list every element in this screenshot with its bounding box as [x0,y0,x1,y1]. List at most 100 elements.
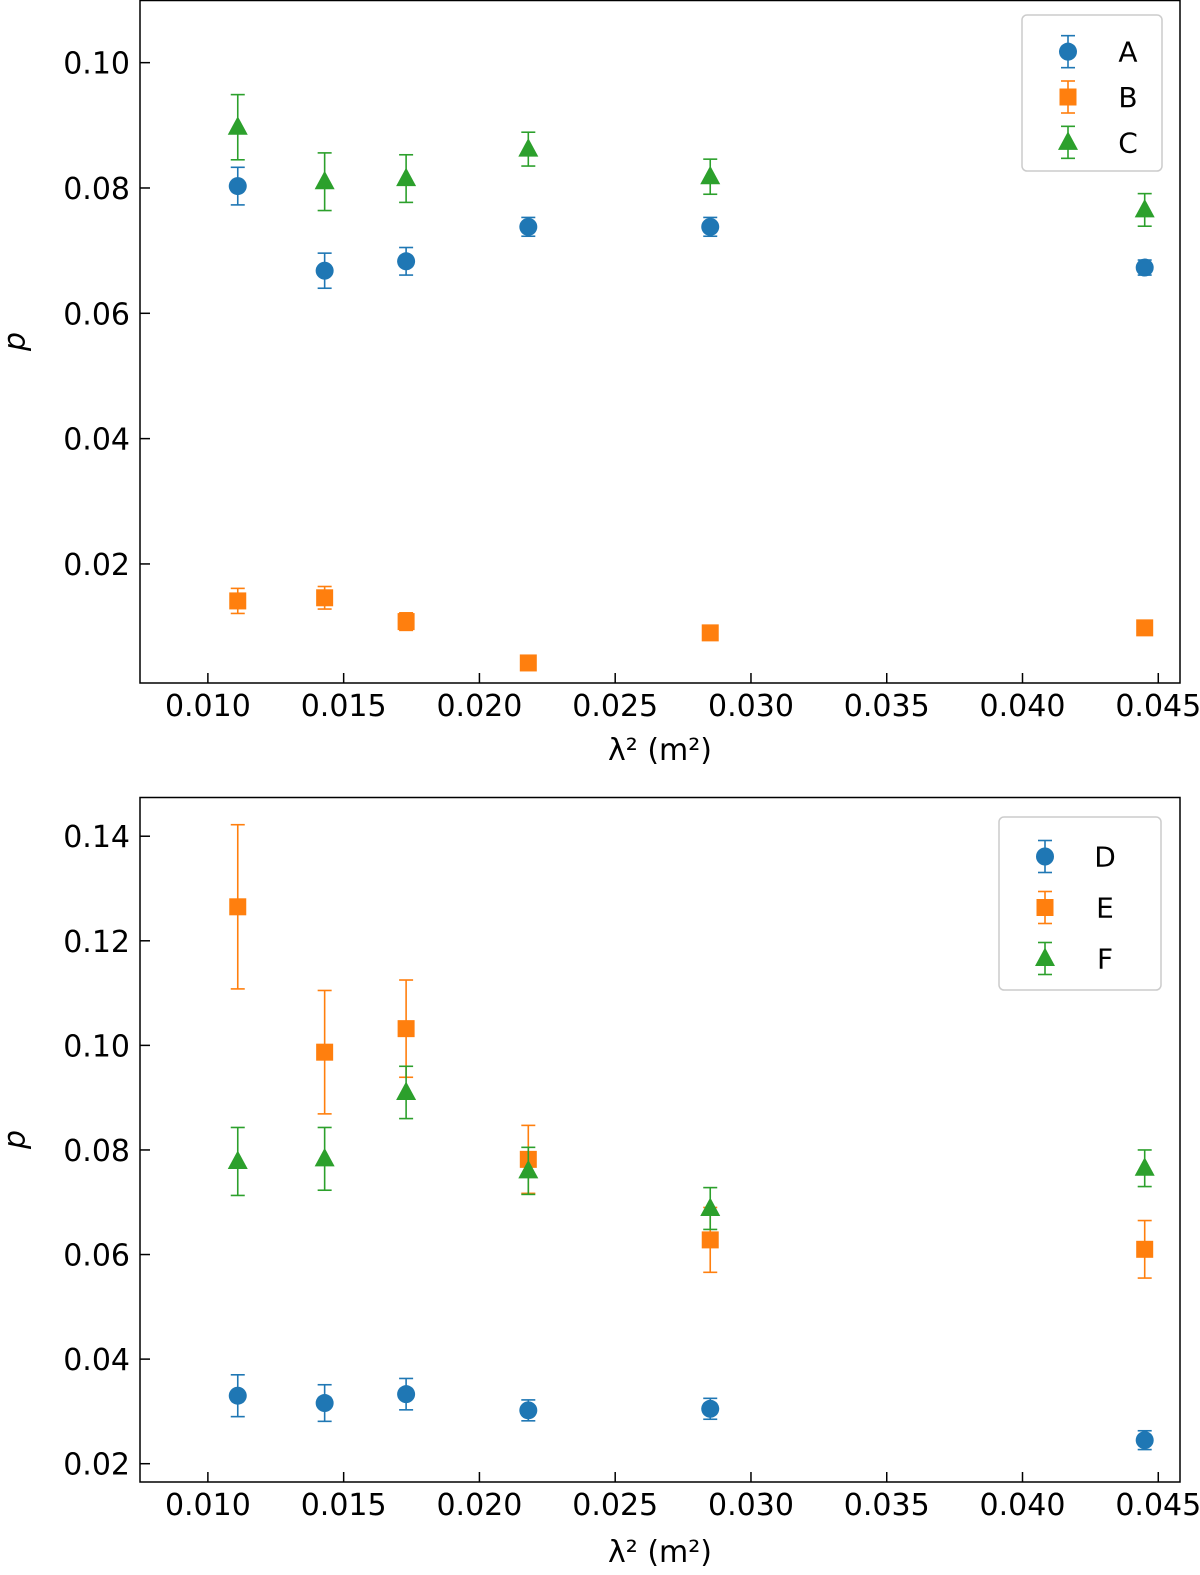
legend-box [1021,14,1163,172]
data-point-F [396,1081,417,1100]
data-point-F [314,1147,335,1167]
y-tick-label: 0.10 [63,47,130,82]
legend-marker-B [1059,88,1077,106]
data-point-B [397,613,415,631]
series-B [229,585,1154,672]
data-point-D [519,1401,538,1420]
legend-item-F: F [1035,941,1113,976]
legend: DEF [998,816,1162,991]
data-point-D [701,1399,720,1418]
data-point-D [397,1385,416,1404]
legend-label-F: F [1097,943,1113,976]
data-point-C [227,116,248,135]
x-tick-label: 0.010 [165,689,251,724]
data-point-C [700,165,721,185]
series-C [227,93,1155,228]
legend-marker-C [1058,131,1078,150]
y-tick-label: 0.06 [63,297,130,332]
chart-panel-top: 0.010 0.015 0.020 0.025 0.030 0.035 0.040 0.045… [0,0,1200,768]
y-tick-label: 0.02 [63,1448,130,1483]
legend-item-A: A [1059,34,1138,69]
data-point-B [701,624,719,642]
data-point-A [701,217,720,236]
x-tick-label: 0.010 [165,1488,251,1523]
chart-panel-bottom: 0.010 0.015 0.020 0.025 0.030 0.035 0.040 0.045… [0,796,1200,1570]
data-point-D [228,1386,247,1405]
data-point-A [397,252,416,271]
y-axis-label: p [0,1130,33,1150]
y-tick-label: 0.12 [63,925,130,960]
data-point-E [397,1020,415,1038]
data-point-B [316,589,334,607]
legend-label-C: C [1118,126,1138,159]
data-point-D [315,1394,334,1413]
data-point-C [518,138,539,157]
legend-marker-A [1059,42,1077,61]
data-point-C [396,167,417,187]
legend-marker-D [1036,847,1054,866]
data-point-F [1134,1157,1155,1176]
legend-marker-F [1035,947,1055,966]
data-point-A [315,261,334,280]
x-tick-label: 0.015 [301,1488,387,1523]
data-point-A [228,177,247,196]
data-point-A [519,217,538,236]
plot-frame [139,796,1181,1483]
data-point-B [229,592,247,610]
x-tick-label: 0.040 [980,1488,1066,1523]
x-tick-label: 0.025 [572,1488,658,1523]
legend-box [998,816,1162,991]
x-tick-label: 0.040 [980,689,1066,724]
legend-label-D: D [1094,841,1116,874]
y-axis-label: p [0,332,33,352]
y-tick-label: 0.06 [63,1239,130,1274]
legend-item-D: D [1036,839,1116,874]
x-tick-label: 0.025 [572,689,658,724]
data-point-F [227,1150,248,1169]
x-tick-label: 0.015 [301,689,387,724]
x-tick-label: 0.020 [436,689,522,724]
data-point-E [701,1231,719,1249]
x-axis-label: λ² (m²) [608,1535,712,1570]
data-point-C [314,170,335,190]
legend: ABC [1021,14,1163,172]
series-F [227,1065,1155,1231]
y-tick-label: 0.14 [63,820,130,855]
x-tick-label: 0.045 [1115,689,1200,724]
plot-frame [139,0,1181,684]
x-tick-label: 0.035 [844,689,930,724]
legend-item-E: E [1036,890,1114,925]
legend-item-C: C [1058,125,1138,159]
y-tick-label: 0.04 [63,423,130,458]
x-axis-label: λ² (m²) [608,733,712,768]
y-tick-label: 0.10 [63,1029,130,1064]
legend-label-E: E [1096,892,1114,925]
data-point-F [518,1159,539,1179]
data-point-E [1136,1240,1154,1258]
data-point-D [1135,1431,1154,1450]
series-D [228,1374,1154,1451]
y-tick-label: 0.08 [63,172,130,207]
legend-label-A: A [1118,36,1137,69]
y-tick-label: 0.08 [63,1134,130,1169]
series-A [228,166,1154,290]
data-point-B [1136,619,1154,637]
data-point-B [519,654,537,672]
data-point-E [229,898,247,916]
data-point-C [1134,198,1155,218]
x-tick-label: 0.030 [708,1488,794,1523]
data-point-F [700,1197,721,1217]
legend-item-B: B [1059,80,1138,114]
x-tick-label: 0.035 [844,1488,930,1523]
x-tick-label: 0.045 [1115,1488,1200,1523]
data-point-A [1135,258,1154,277]
legend-marker-E [1036,899,1054,916]
y-tick-label: 0.04 [63,1343,130,1378]
y-tick-label: 0.02 [63,548,130,583]
x-tick-label: 0.020 [436,1488,522,1523]
data-point-E [316,1043,334,1061]
x-tick-label: 0.030 [708,689,794,724]
legend-label-B: B [1118,81,1137,114]
